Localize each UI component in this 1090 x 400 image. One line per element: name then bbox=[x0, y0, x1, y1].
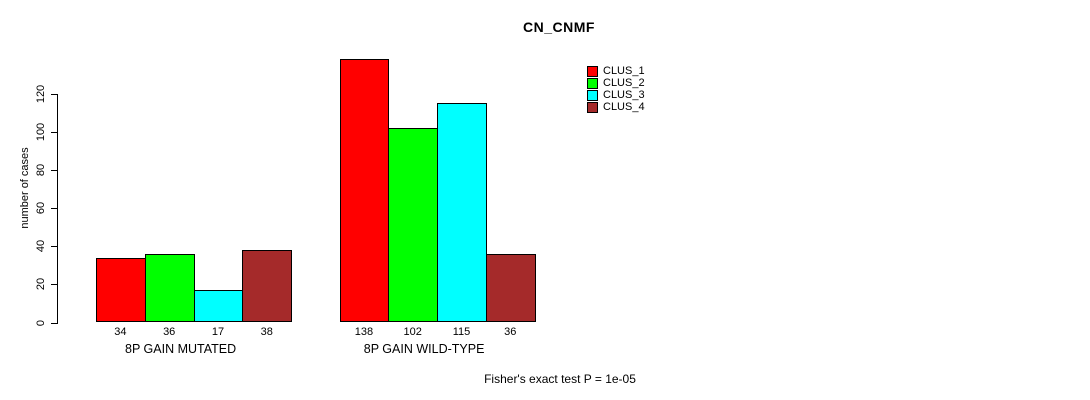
bar-value-label: 36 bbox=[504, 326, 517, 338]
y-tick bbox=[51, 208, 57, 209]
y-tick-label: 80 bbox=[35, 163, 47, 176]
y-tick-label: 40 bbox=[35, 240, 47, 253]
legend-item-clus_1: CLUS_1 bbox=[587, 65, 645, 77]
footnote-fisher-test: Fisher's exact test P = 1e-05 bbox=[484, 372, 636, 386]
y-axis-line bbox=[57, 93, 58, 324]
chart-title: CN_CNMF bbox=[523, 19, 595, 35]
bar-value-label: 34 bbox=[114, 326, 127, 338]
y-tick-label: 0 bbox=[35, 319, 47, 326]
y-tick-label: 60 bbox=[35, 201, 47, 215]
group-label: 8P GAIN MUTATED bbox=[125, 342, 237, 356]
y-tick bbox=[51, 169, 57, 171]
y-tick-label: 20 bbox=[35, 278, 47, 291]
legend-swatch bbox=[587, 65, 598, 77]
legend-item-clus_4: CLUS_4 bbox=[587, 101, 645, 113]
bar-clus_4-group1 bbox=[242, 249, 293, 323]
legend-item-clus_2: CLUS_2 bbox=[587, 77, 645, 89]
y-axis-label: number of cases bbox=[19, 147, 31, 229]
legend: CLUS_1 CLUS_2 CLUS_3 CLUS_4 bbox=[587, 65, 645, 113]
y-tick bbox=[51, 284, 57, 286]
bar-clus_4-group2 bbox=[485, 253, 536, 323]
bar-clus_1-group2 bbox=[339, 59, 390, 323]
legend-swatch bbox=[587, 77, 598, 89]
y-tick bbox=[51, 131, 57, 133]
y-tick bbox=[51, 93, 57, 95]
bar-clus_2-group2 bbox=[388, 127, 439, 323]
y-tick-label: 100 bbox=[35, 122, 47, 141]
y-tick-label: 120 bbox=[35, 84, 47, 103]
bar-value-label: 102 bbox=[403, 326, 422, 338]
bar-value-label: 115 bbox=[452, 326, 471, 338]
y-tick bbox=[51, 322, 57, 324]
legend-label: CLUS_1 bbox=[603, 65, 645, 77]
group-label: 8P GAIN WILD-TYPE bbox=[363, 342, 485, 356]
legend-swatch bbox=[587, 89, 598, 101]
y-tick bbox=[51, 246, 57, 248]
bar-clus_1-group1 bbox=[96, 257, 146, 323]
legend-swatch bbox=[587, 101, 598, 113]
bar-clus_3-group2 bbox=[437, 103, 487, 323]
bar-clus_2-group1 bbox=[144, 253, 195, 323]
bar-clus_3-group1 bbox=[193, 290, 244, 323]
bar-value-label: 17 bbox=[211, 326, 225, 338]
bar-value-label: 138 bbox=[354, 326, 374, 338]
bar-value-label: 36 bbox=[163, 326, 176, 338]
legend-item-clus_3: CLUS_3 bbox=[587, 89, 645, 101]
bar-value-label: 38 bbox=[260, 326, 273, 338]
legend-label: CLUS_4 bbox=[603, 101, 645, 113]
legend-label: CLUS_3 bbox=[603, 89, 645, 101]
legend-label: CLUS_2 bbox=[603, 77, 645, 89]
